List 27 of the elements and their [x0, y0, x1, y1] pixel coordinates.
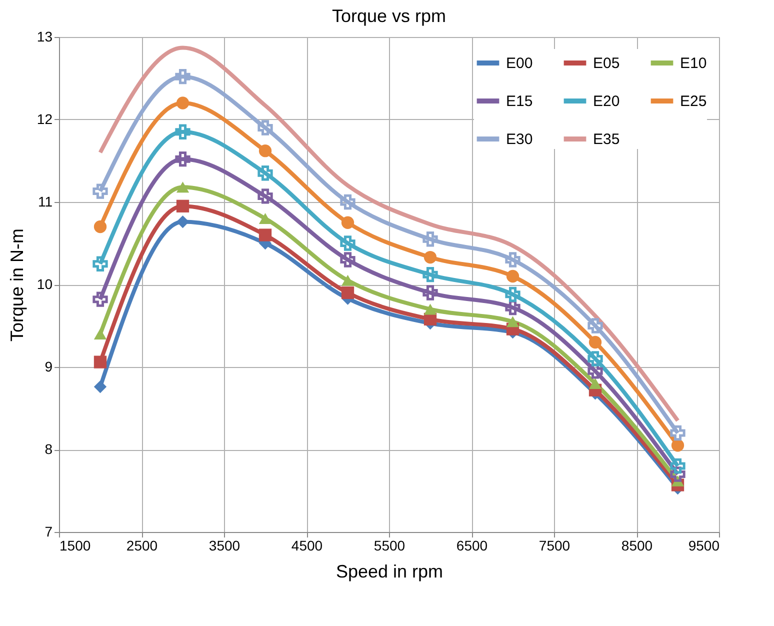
legend-label: E15 — [506, 93, 533, 110]
legend-label: E25 — [680, 93, 707, 110]
x-tick-label: 7500 — [538, 538, 570, 554]
x-tick-label: 9500 — [688, 538, 720, 554]
x-axis-title: Speed in rpm — [336, 562, 444, 582]
y-tick-label: 7 — [44, 524, 53, 540]
x-tick-label: 4500 — [291, 538, 323, 554]
legend-label: E30 — [506, 131, 533, 148]
y-axis-title: Torque in N-m — [6, 228, 27, 342]
y-tick-label: 10 — [36, 276, 53, 292]
x-tick-label: 6500 — [456, 538, 488, 554]
y-tick-label: 11 — [38, 194, 53, 210]
y-tick-label: 12 — [36, 111, 53, 127]
legend-label: E20 — [593, 93, 620, 110]
x-tick-label: 5500 — [374, 538, 406, 554]
chart-title: Torque vs rpm — [332, 6, 446, 26]
y-tick-label: 9 — [44, 358, 53, 374]
x-tick-label: 1500 — [60, 538, 91, 554]
legend-label: E00 — [506, 55, 533, 72]
y-tick-label: 8 — [44, 441, 53, 457]
y-tick-label: 13 — [36, 28, 53, 44]
x-tick-label: 2500 — [126, 538, 158, 554]
x-tick-label: 8500 — [621, 538, 653, 554]
legend-label: E05 — [593, 55, 620, 72]
x-tick-label: 3500 — [208, 538, 240, 554]
legend-label: E35 — [593, 131, 620, 148]
legend-label: E10 — [680, 55, 707, 72]
